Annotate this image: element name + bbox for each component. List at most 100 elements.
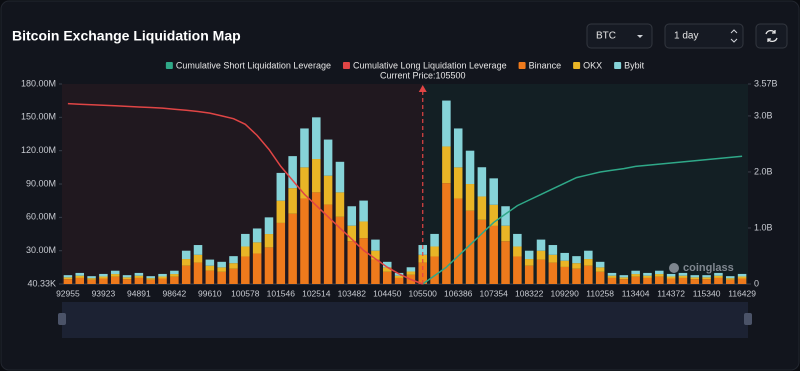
bar-segment (110, 274, 120, 277)
bar-segment (524, 250, 534, 260)
bar-segment (737, 278, 747, 284)
bar-segment (690, 275, 700, 278)
y2-tick-label: 3.57B (754, 78, 778, 88)
bar-segment (110, 276, 120, 284)
bar-segment (584, 259, 593, 266)
bar-segment (181, 265, 191, 284)
bar-segment (418, 254, 427, 263)
bar-segment (418, 245, 427, 255)
bar-segment (595, 261, 605, 268)
bar-segment (678, 272, 688, 276)
symbol-select[interactable]: BTC (586, 23, 653, 49)
bar-segment (252, 253, 262, 284)
bar-segment (489, 204, 498, 226)
bar-segment (312, 159, 321, 193)
bar-segment (99, 273, 108, 277)
period-value[interactable]: 1 day (674, 31, 698, 42)
watermark-logo (669, 263, 679, 273)
x-tick-label: 100578 (231, 288, 260, 298)
select-box[interactable] (664, 23, 744, 49)
bar-segment (714, 277, 723, 284)
bar-segment (394, 275, 404, 278)
bar-segment (229, 268, 238, 284)
bar-segment (193, 245, 203, 255)
bar-segment (276, 172, 286, 201)
y2-tick-label: 3.0B (754, 110, 773, 120)
current-price-arrow (418, 85, 427, 92)
bar-segment (548, 254, 558, 263)
bar-segment (619, 279, 629, 284)
bar-segment (678, 277, 688, 284)
bar-segment (548, 245, 558, 255)
bar-segment (170, 274, 179, 277)
bar-segment (524, 265, 534, 284)
legend: Cumulative Short Liquidation Leverage Cum… (165, 60, 645, 70)
bar-segment (560, 266, 569, 284)
bar-segment (548, 262, 558, 284)
refresh-button[interactable] (755, 23, 788, 49)
bar-segment (430, 256, 439, 284)
bar-segment (134, 272, 144, 276)
bar-segment (371, 259, 380, 284)
bar-segment (122, 275, 132, 278)
scroll-handle[interactable] (744, 313, 752, 325)
bar-segment (477, 167, 487, 197)
x-tick-label: 93923 (92, 288, 116, 298)
bar-segment (465, 184, 475, 211)
bar-segment (75, 275, 84, 278)
x-tick-label: 108322 (515, 288, 544, 298)
bar-segment (99, 276, 108, 279)
bar-segment (655, 276, 664, 284)
symbol-value[interactable]: BTC (596, 31, 616, 42)
bar-segment (631, 276, 640, 284)
annotation: Current Price:105500 (380, 70, 466, 80)
bar-segment (690, 279, 700, 284)
bar-segment (406, 271, 416, 275)
bar-segment (241, 256, 250, 284)
bar-segment (726, 276, 735, 279)
bar-segment (288, 213, 297, 284)
period-select[interactable]: 1 day (664, 23, 744, 49)
bar-segment (288, 188, 297, 214)
legend-swatch (573, 62, 581, 69)
y-tick-label: 90.00M (26, 178, 56, 188)
bar-segment (406, 267, 416, 272)
bar-segment (726, 278, 735, 280)
select-box[interactable] (586, 23, 653, 49)
bar-segment (300, 167, 309, 199)
bar-segment (442, 183, 451, 284)
short-region (422, 84, 748, 284)
bar-segment (87, 278, 96, 280)
button-box[interactable] (755, 23, 788, 49)
bar-segment (288, 156, 297, 189)
bar-segment (229, 263, 238, 269)
scroll-handle[interactable] (58, 313, 66, 325)
bar-segment (312, 117, 321, 160)
bar-segment (489, 178, 498, 205)
x-tick-label: 92955 (56, 288, 80, 298)
bar-segment (595, 271, 605, 284)
bar-segment (158, 273, 167, 277)
bar-segment (75, 272, 84, 276)
caret (637, 35, 643, 38)
stepper (730, 29, 738, 43)
bar-segment (453, 128, 463, 168)
bar-segment (737, 276, 747, 279)
scrollbar[interactable] (58, 302, 752, 338)
bar-segment (193, 262, 203, 284)
bar-segment (75, 277, 84, 284)
bar-segment (264, 234, 274, 248)
bar-segment (110, 270, 120, 275)
bar-segment (371, 250, 380, 260)
bar-segment (241, 246, 250, 257)
scroll-track[interactable] (62, 302, 748, 338)
x-tick-label: 99610 (198, 288, 222, 298)
bar-segment (359, 221, 368, 239)
x-tick-label: 107354 (480, 288, 509, 298)
bar-segment (560, 260, 569, 267)
bar-segment (477, 196, 487, 220)
legend-swatch (518, 62, 526, 69)
bar-segment (99, 278, 108, 284)
bar-segment (465, 150, 475, 185)
